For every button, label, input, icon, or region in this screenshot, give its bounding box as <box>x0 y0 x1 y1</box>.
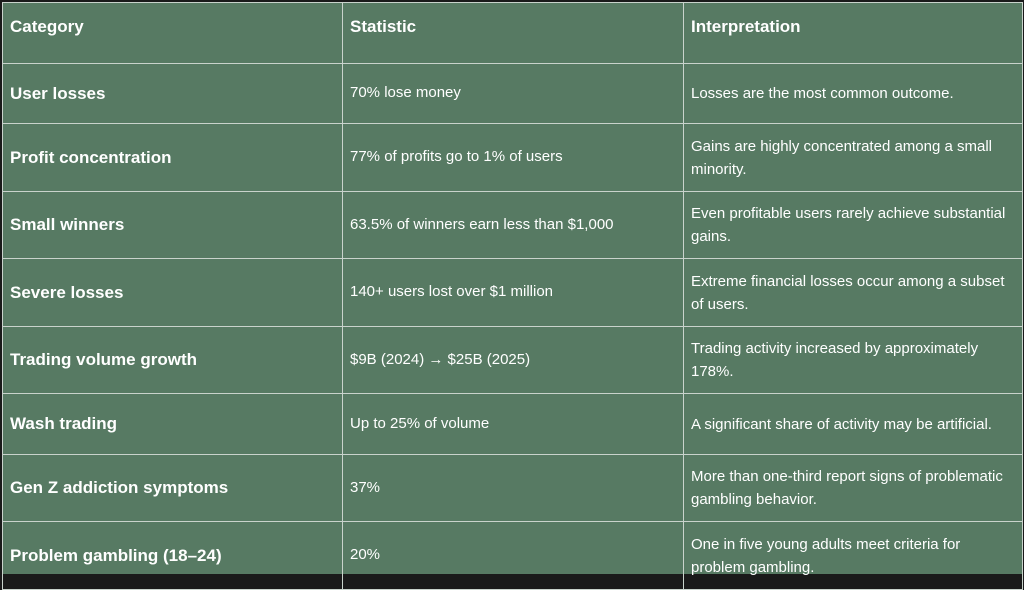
column-header: Statistic <box>342 2 684 64</box>
table-row: Trading volume growth $9B (2024) → $25B (… <box>2 326 1023 394</box>
category-cell: Profit concentration <box>2 123 343 192</box>
statistic-cell: 70% lose money <box>342 63 684 124</box>
interpretation-cell: Even profitable users rarely achieve sub… <box>683 191 1023 259</box>
category-cell: Gen Z addiction symptoms <box>2 454 343 522</box>
interpretation-cell: Losses are the most common outcome. <box>683 63 1023 124</box>
table-row: Small winners 63.5% of winners earn less … <box>2 191 1023 259</box>
header-row: Category Statistic Interpretation <box>2 2 1023 64</box>
category-cell: Wash trading <box>2 393 343 455</box>
column-header: Interpretation <box>683 2 1023 64</box>
category-cell: Small winners <box>2 191 343 259</box>
interpretation-cell: One in five young adults meet criteria f… <box>683 521 1023 590</box>
table-body: User losses 70% lose money Losses are the … <box>2 63 1023 590</box>
table-row: Severe losses 140+ users lost over $1 mil… <box>2 258 1023 327</box>
category-cell: User losses <box>2 63 343 124</box>
statistic-cell: 77% of profits go to 1% of users <box>342 123 684 192</box>
statistic-cell: $9B (2024) → $25B (2025) <box>342 326 684 394</box>
table-row: Wash trading Up to 25% of volume A signifi… <box>2 393 1023 455</box>
category-cell: Severe losses <box>2 258 343 327</box>
statistic-cell: 63.5% of winners earn less than $1,000 <box>342 191 684 259</box>
interpretation-cell: A significant share of activity may be a… <box>683 393 1023 455</box>
interpretation-cell: Extreme financial losses occur among a s… <box>683 258 1023 327</box>
statistic-cell: 37% <box>342 454 684 522</box>
category-cell: Problem gambling (18–24) <box>2 521 343 590</box>
interpretation-cell: Trading activity increased by approximat… <box>683 326 1023 394</box>
table-row: Profit concentration 77% of profits go to… <box>2 123 1023 192</box>
statistic-cell: 140+ users lost over $1 million <box>342 258 684 327</box>
column-header: Category <box>2 2 343 64</box>
interpretation-cell: Gains are highly concentrated among a sm… <box>683 123 1023 192</box>
table-row: Problem gambling (18–24) 20% One in five y… <box>2 521 1023 590</box>
statistic-cell: 20% <box>342 521 684 590</box>
statistic-cell: Up to 25% of volume <box>342 393 684 455</box>
table-row: Gen Z addiction symptoms 37% More than one… <box>2 454 1023 522</box>
table-row: User losses 70% lose money Losses are the … <box>2 63 1023 124</box>
category-cell: Trading volume growth <box>2 326 343 394</box>
interpretation-cell: More than one-third report signs of prob… <box>683 454 1023 522</box>
